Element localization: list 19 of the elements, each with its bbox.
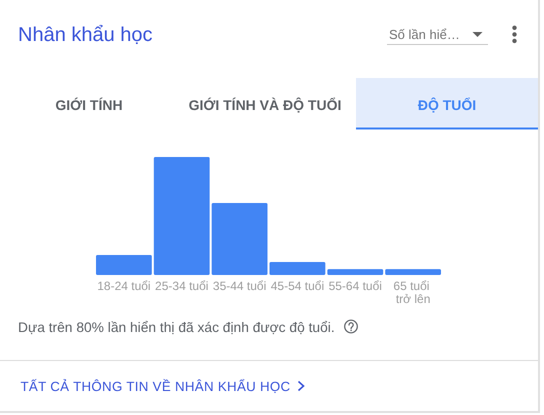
bar (385, 269, 441, 275)
x-tick-label: 18-24 tuổi (97, 279, 151, 293)
bar (327, 269, 384, 275)
bar (270, 262, 326, 275)
text: TẤT CẢ THÔNG TIN VỀ NHÂN KHẨU HỌC (20, 379, 291, 394)
text: GIỚI TÍNH VÀ ĐỘ TUỔI (188, 97, 342, 113)
bar (154, 157, 210, 275)
bar (212, 203, 268, 275)
text: GIỚI TÍNH (55, 97, 123, 113)
dropdown: Số lần hiể… (386, 27, 488, 45)
bar (96, 254, 152, 275)
chart-title: Nhân khẩu học (18, 24, 153, 46)
x-tick-label: 25-34 tuổi (155, 279, 208, 293)
text: ĐỘ TUỔI (418, 97, 476, 113)
x-tick-label: 45-54 tuổi (270, 279, 324, 293)
x-tick-label: 65 tuổi trở lên (393, 279, 433, 306)
x-tick-label: 55-64 tuổi (328, 279, 382, 293)
text: Dựa trên 80% lần hiển thị đã xác định được độ tuổi. (18, 320, 335, 335)
x-tick-label: 35-44 tuổi (212, 279, 266, 293)
